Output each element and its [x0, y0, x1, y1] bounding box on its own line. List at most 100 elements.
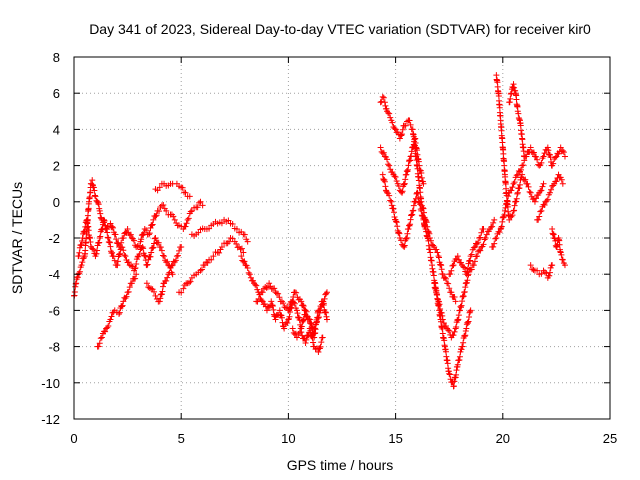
data-point-interp: [456, 353, 463, 360]
data-point-interp: [538, 270, 545, 277]
data-point-interp: [515, 110, 522, 117]
data-point-interp: [119, 302, 126, 309]
data-point-interp: [123, 293, 130, 300]
y-tick-label: 6: [53, 86, 60, 101]
data-point: [471, 244, 478, 251]
data-point-interp: [470, 262, 477, 269]
data-point-interp: [289, 298, 296, 305]
data-point: [420, 180, 427, 187]
data-point: [463, 325, 470, 332]
data-point-interp: [423, 228, 430, 235]
data-point-interp: [95, 199, 102, 206]
data-point: [266, 280, 273, 287]
data-point-interp: [411, 136, 418, 143]
series-track-g: [188, 216, 251, 245]
data-point-interp: [483, 231, 490, 238]
data-point-interp: [179, 184, 186, 191]
data-point-interp: [459, 343, 466, 350]
data-point-interp: [323, 290, 330, 297]
data-point-interp: [163, 277, 170, 284]
data-point-interp: [156, 208, 163, 215]
data-point-interp: [387, 197, 394, 204]
data-point-interp: [550, 160, 557, 167]
data-point-interp: [110, 224, 117, 231]
data-point: [156, 298, 163, 305]
data-point-interp: [106, 239, 113, 246]
data-point-interp: [445, 327, 452, 334]
data-point: [124, 225, 131, 232]
data-point-interp: [442, 322, 449, 329]
data-point-interp: [97, 210, 104, 217]
data-point-interp: [397, 132, 404, 139]
data-point-interp: [434, 249, 441, 256]
data-point-interp: [550, 231, 557, 238]
data-point: [379, 171, 386, 178]
data-point-interp: [387, 114, 394, 121]
data-point-interp: [385, 161, 392, 168]
grid-lines: [74, 57, 610, 419]
x-tick-label: 10: [281, 431, 295, 446]
data-point-interp: [454, 317, 461, 324]
series-track-e: [152, 180, 193, 200]
data-point-interp: [410, 202, 417, 209]
series-track-s: [489, 144, 568, 251]
data-point-interp: [404, 118, 411, 125]
data-point: [540, 153, 547, 160]
data-point-interp: [125, 288, 132, 295]
y-tick-label: -8: [48, 340, 60, 355]
series-track-d: [143, 244, 185, 305]
data-point-interp: [441, 274, 448, 281]
data-point-interp: [276, 294, 283, 301]
data-point-interp: [513, 198, 520, 205]
data-point-interp: [96, 239, 103, 246]
data-point-interp: [300, 302, 307, 309]
data-point: [474, 253, 481, 260]
data-point-interp: [552, 154, 559, 161]
data-point-interp: [143, 227, 150, 234]
data-point-interp: [448, 267, 455, 274]
data-point-interp: [286, 313, 293, 320]
data-point-interp: [403, 234, 410, 241]
data-point-interp: [278, 314, 285, 321]
data-point-interp: [524, 180, 531, 187]
data-point-interp: [537, 187, 544, 194]
data-point-interp: [385, 109, 392, 116]
data-point: [92, 193, 99, 200]
data-point-interp: [408, 212, 415, 219]
data-point-interp: [97, 233, 104, 240]
data-point-interp: [461, 288, 468, 295]
data-point-interp: [467, 257, 474, 264]
data-point-interp: [505, 193, 512, 200]
data-point-interp: [504, 198, 511, 205]
data-point-interp: [409, 211, 416, 218]
data-point-interp: [244, 264, 251, 271]
data-point-interp: [102, 222, 109, 229]
data-point-interp: [233, 240, 240, 247]
data-point-interp: [511, 207, 518, 214]
data-point: [101, 216, 108, 223]
data-point-interp: [512, 87, 519, 94]
data-point-interp: [402, 176, 409, 183]
data-point-interp: [293, 289, 300, 296]
data-point: [186, 193, 193, 200]
data-point-interp: [74, 274, 81, 281]
data-point: [107, 316, 114, 323]
data-point: [396, 135, 403, 142]
data-point-interp: [149, 221, 156, 228]
data-point-interp: [168, 262, 175, 269]
data-point-interp: [194, 204, 201, 211]
data-point-interp: [301, 306, 308, 313]
data-point-interp: [477, 247, 484, 254]
y-tick-label: -4: [48, 267, 60, 282]
data-point-interp: [112, 231, 119, 238]
series-track-j: [289, 325, 326, 356]
data-point: [549, 262, 556, 269]
data-point-interp: [468, 251, 475, 258]
data-point-interp: [225, 217, 232, 224]
data-point-interp: [118, 303, 125, 310]
data-point-interp: [399, 126, 406, 133]
data-point-interp: [76, 249, 83, 256]
data-point-interp: [404, 166, 411, 173]
data-point-interp: [271, 285, 278, 292]
data-point-interp: [389, 119, 396, 126]
